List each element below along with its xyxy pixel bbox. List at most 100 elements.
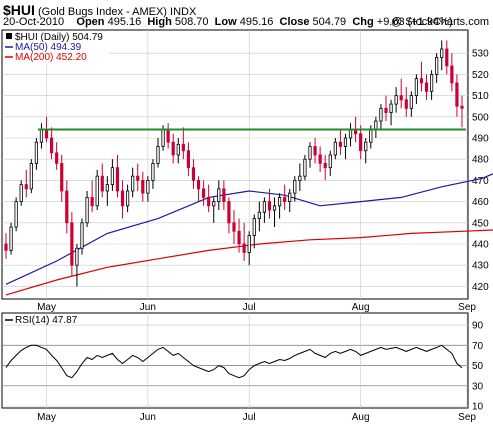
candle-body (212, 201, 216, 207)
candle-body (80, 222, 84, 249)
rsi-x-tick: Jul (243, 412, 256, 423)
candle-body (70, 222, 74, 266)
candle-body (435, 57, 439, 75)
price-y-tick: 490 (472, 134, 489, 145)
candle-body (166, 129, 170, 143)
rsi-y-tick: 70 (472, 341, 484, 352)
candle-body (227, 201, 231, 224)
candle-body (283, 196, 287, 203)
candle-body (252, 218, 256, 236)
rsi-x-tick: Sep (458, 412, 476, 423)
price-x-axis: MayJunJulAugSepOct (37, 302, 476, 313)
rsi-x-tick: Aug (352, 412, 370, 423)
price-gridlines (2, 30, 468, 299)
high-label: High (147, 16, 172, 28)
candle-body (257, 211, 261, 219)
price-x-tick: Sep (458, 302, 476, 313)
candle-body (414, 78, 419, 96)
rsi-x-axis: MayJunJulAugSepOct (37, 412, 476, 423)
candle-body (176, 143, 180, 156)
price-x-tick: May (37, 302, 56, 313)
candle-body (394, 95, 398, 105)
candle-body (141, 179, 145, 194)
candle-body (359, 133, 363, 152)
price-x-tick: Jun (140, 302, 156, 313)
candle-body (131, 175, 135, 192)
candle-body (19, 184, 23, 202)
low-label: Low (214, 16, 237, 28)
candle-body (136, 175, 140, 181)
candle-body (156, 146, 160, 164)
candle-body (217, 188, 221, 203)
rsi-y-tick: 10 (472, 402, 484, 413)
candle-body (308, 146, 312, 160)
candle-body (338, 141, 343, 147)
candle-body (445, 48, 449, 67)
candle-body (14, 201, 18, 228)
price-y-tick: 430 (472, 261, 489, 272)
price-legend: $HUI (Daily) 504.79 (15, 32, 103, 43)
candle-body (364, 141, 368, 152)
candle-body (343, 137, 348, 147)
date: 20-Oct-2010 (3, 16, 65, 28)
rsi-y-axis: 10 30 50 70 90 (472, 321, 484, 413)
candle-body (85, 196, 89, 224)
ma200-line-group (5, 229, 493, 296)
candle-body (369, 129, 373, 143)
candle-body (348, 129, 353, 139)
symbol: $HUI (3, 2, 35, 18)
candle-body (267, 201, 272, 211)
candle-body (146, 179, 150, 194)
candle-body (44, 129, 49, 139)
candle-body (100, 175, 104, 192)
candle-body (374, 120, 378, 130)
candle-body (419, 78, 424, 84)
chg-value: +9.63 (+1.94%) (376, 16, 453, 28)
candle-body (298, 175, 302, 181)
candle-body (115, 167, 120, 192)
candle-body (207, 196, 211, 207)
candlesticks (4, 40, 464, 287)
rsi-panel (1, 312, 469, 409)
candle-body (288, 192, 292, 202)
candle-body (293, 179, 297, 194)
exchange: INDX (170, 6, 197, 18)
candle-body (186, 150, 190, 169)
candle-body (39, 129, 44, 143)
candle-body (9, 226, 13, 251)
price-x-tick: Jul (243, 302, 256, 313)
candle-body (120, 190, 125, 207)
close-label: Close (279, 16, 310, 28)
high-value: 508.70 (174, 16, 209, 28)
rsi-x-tick: Jun (140, 412, 156, 423)
rsi-line-group (5, 344, 463, 379)
ohlc-row: 20-Oct-2010 Open 495.16 High 508.70 Low … (3, 16, 453, 28)
candle-body (333, 141, 337, 156)
rsi-y-tick: 30 (472, 381, 484, 392)
candle-body (55, 152, 59, 164)
price-y-tick: 420 (472, 282, 489, 293)
candle-body (4, 243, 8, 251)
candle-body (50, 137, 54, 154)
candle-body (126, 190, 130, 207)
candle-body (191, 167, 196, 181)
candle-body (237, 230, 241, 245)
rsi-y-tick: 90 (472, 321, 484, 332)
candle-body (151, 163, 155, 181)
rsi-line (5, 344, 463, 379)
ma50-line-group (5, 173, 493, 285)
rsi-gridlines (2, 313, 468, 408)
candle-body (232, 222, 236, 232)
price-y-tick: 460 (472, 197, 489, 208)
ma50-legend: MA(50) 494.39 (15, 42, 82, 53)
open-value: 495.16 (107, 16, 142, 28)
candle-body (409, 95, 413, 109)
chg-label: Chg (352, 16, 374, 28)
candle-body (323, 163, 327, 169)
ma200-line (5, 229, 493, 296)
candle-body (272, 205, 277, 211)
ma200-legend: MA(200) 452.20 (15, 52, 87, 63)
candle-body (460, 105, 464, 109)
candle-body (171, 141, 175, 156)
